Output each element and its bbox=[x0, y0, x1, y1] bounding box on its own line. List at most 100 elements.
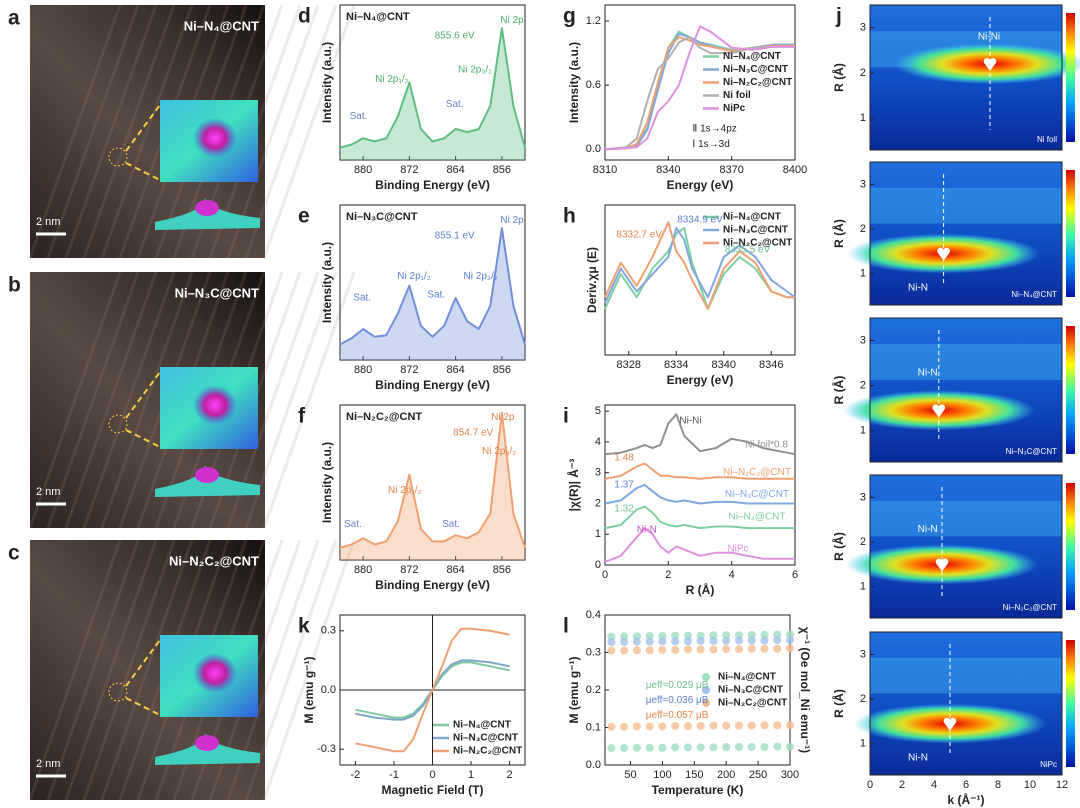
x-axis-label: Energy (eV) bbox=[667, 178, 734, 192]
plot-frame bbox=[604, 204, 796, 356]
y-axis-label: |χ(R)| Å⁻³ bbox=[566, 459, 581, 512]
annotation: 1.37 bbox=[614, 480, 634, 491]
x-tick-label: 6 bbox=[963, 779, 969, 791]
point bbox=[645, 646, 654, 655]
point bbox=[683, 645, 692, 654]
lattice-streak bbox=[82, 4, 176, 259]
y-tick-label: 0.3 bbox=[586, 646, 601, 658]
annotation: Ni-N bbox=[637, 524, 657, 535]
point bbox=[734, 721, 743, 730]
site-marker bbox=[108, 414, 128, 434]
line bbox=[604, 462, 795, 480]
line bbox=[604, 25, 795, 151]
x-tick-label: 100 bbox=[653, 769, 671, 781]
annotation: Ni 2p₁/₂ bbox=[375, 74, 408, 85]
site-marker bbox=[108, 682, 128, 702]
series-label: Ni foil*0.8 bbox=[745, 440, 788, 451]
y-tick-label: 1 bbox=[860, 424, 866, 436]
y-tick-label: 0.3 bbox=[321, 625, 336, 637]
legend-label: Ni–N₃C@CNT bbox=[453, 733, 518, 744]
y-tick-label: 3 bbox=[595, 467, 601, 479]
y-tick-label: 2 bbox=[595, 497, 601, 509]
y-axis-label: Deriv.χμ (E) bbox=[585, 247, 599, 313]
lattice-streak bbox=[28, 539, 122, 801]
x-tick-label: 0 bbox=[867, 779, 873, 791]
point bbox=[607, 744, 616, 753]
plot-frame bbox=[869, 161, 1063, 306]
point bbox=[747, 644, 756, 653]
inset-atom bbox=[193, 385, 237, 425]
point bbox=[683, 722, 692, 730]
point bbox=[722, 631, 731, 640]
x-axis-label: k (Å⁻¹) bbox=[948, 792, 985, 807]
y-tick-label: 2 bbox=[860, 223, 866, 235]
site-marker bbox=[108, 147, 128, 167]
point bbox=[786, 742, 794, 751]
surface-peak bbox=[195, 735, 219, 751]
sample-label: Ni–N₂C₂@CNT bbox=[1003, 603, 1057, 612]
annotation: Sat. bbox=[442, 519, 460, 530]
point bbox=[607, 638, 616, 646]
area bbox=[340, 412, 525, 560]
point bbox=[786, 630, 794, 639]
plot-frame bbox=[604, 4, 796, 161]
annotation: 855.1 eV bbox=[435, 231, 475, 242]
x-tick-label: 300 bbox=[781, 769, 799, 781]
colorbar bbox=[1066, 326, 1075, 454]
legend-swatch bbox=[702, 699, 710, 707]
legend-label: NiPc bbox=[723, 103, 746, 114]
plot-frame bbox=[604, 404, 796, 566]
lattice-streak bbox=[46, 271, 140, 529]
annotation: Ni 2p₃/₂ bbox=[482, 446, 516, 457]
x-tick-label: 8310 bbox=[593, 164, 617, 176]
point bbox=[620, 744, 629, 753]
panel-letter: l bbox=[563, 615, 569, 638]
point bbox=[696, 645, 705, 654]
point bbox=[671, 637, 680, 646]
peak-marker bbox=[937, 247, 950, 261]
annotation: Ni 2p₁/₂ bbox=[397, 271, 430, 282]
x-axis-label: R (Å) bbox=[686, 582, 715, 597]
y-axis-label: Intensity (a.u.) bbox=[320, 242, 334, 323]
line bbox=[339, 411, 526, 549]
annotation: 8335.5 eV bbox=[725, 245, 771, 256]
scale-label: 2 nm bbox=[36, 758, 60, 770]
y-tick-label: 2 bbox=[860, 693, 866, 705]
x-tick-label: 856 bbox=[493, 564, 511, 576]
annotation: Ni-N bbox=[908, 752, 928, 763]
y-tick-label: 3 bbox=[860, 334, 866, 346]
x-tick-label: 4 bbox=[729, 569, 735, 581]
area bbox=[340, 228, 525, 360]
annotation: 1.32 bbox=[614, 504, 634, 515]
point bbox=[709, 636, 718, 645]
peak-marker bbox=[935, 558, 949, 572]
lattice-streak bbox=[28, 4, 122, 259]
lattice-streak bbox=[46, 539, 140, 801]
line bbox=[339, 227, 526, 346]
annotation: Ni 2p bbox=[491, 412, 515, 423]
x-axis-label: Binding Energy (eV) bbox=[375, 578, 490, 592]
y-tick-label: 2 bbox=[860, 67, 866, 79]
annotation: Ni 2p bbox=[500, 15, 524, 26]
annotation: Ⅱ 1s→4pz bbox=[692, 124, 736, 135]
y-axis-label: M (emu g⁻¹) bbox=[302, 657, 316, 724]
zoom-line bbox=[125, 429, 161, 448]
point bbox=[632, 743, 641, 752]
y-tick-label: 1 bbox=[860, 581, 866, 593]
x-tick-label: 50 bbox=[624, 769, 636, 781]
y-tick-label: 0.1 bbox=[586, 721, 601, 733]
point bbox=[683, 631, 692, 640]
plot-frame bbox=[339, 4, 526, 161]
legend-label: Ni–N₂C₂@CNT bbox=[453, 746, 522, 757]
x-tick-label: 2 bbox=[665, 569, 671, 581]
legend-label: Ni–N₄@CNT bbox=[453, 720, 511, 731]
y-tick-label: 3 bbox=[860, 22, 866, 34]
y2-axis-label: χ⁻¹ (Oe mol_Ni emu⁻¹) bbox=[798, 627, 812, 753]
x-axis-label: Binding Energy (eV) bbox=[375, 378, 490, 392]
point bbox=[645, 743, 654, 752]
y-axis-label: Intensity (a.u.) bbox=[567, 42, 581, 123]
lattice-streak bbox=[64, 4, 158, 259]
lattice-streak bbox=[82, 271, 176, 529]
x-tick-label: 864 bbox=[446, 564, 464, 576]
annotation: Ni-Ni bbox=[978, 32, 1000, 43]
